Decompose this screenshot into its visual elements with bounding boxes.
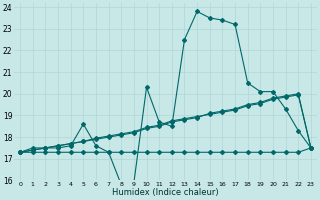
X-axis label: Humidex (Indice chaleur): Humidex (Indice chaleur) [112,188,219,197]
